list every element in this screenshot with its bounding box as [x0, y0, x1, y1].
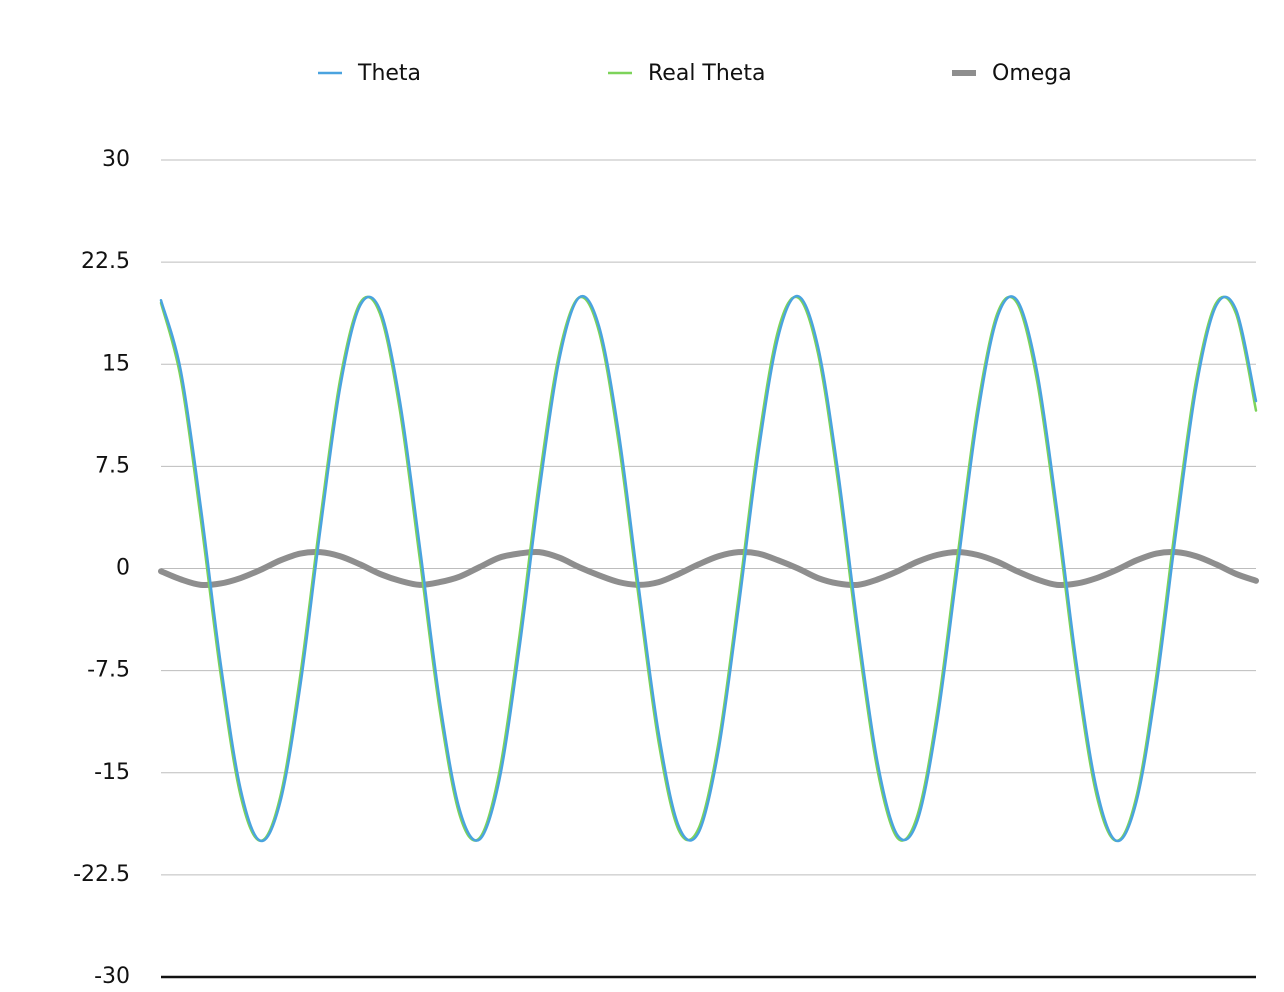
legend-label: Omega [992, 61, 1072, 86]
y-tick-label: -7.5 [87, 658, 130, 683]
y-tick-label: 0 [116, 556, 130, 581]
y-tick-label: -22.5 [73, 862, 130, 887]
legend-label: Real Theta [648, 61, 765, 86]
y-tick-label: 22.5 [81, 249, 130, 274]
series-line [159, 294, 1258, 843]
y-tick-label: 15 [102, 351, 130, 376]
y-tick-label: -30 [94, 964, 130, 989]
series-line [158, 548, 1259, 589]
y-tick-label: 30 [102, 147, 130, 172]
series-line [159, 295, 1258, 843]
y-tick-label: 7.5 [95, 453, 130, 478]
y-tick-label: -15 [94, 760, 130, 785]
legend-label: Theta [357, 61, 421, 86]
